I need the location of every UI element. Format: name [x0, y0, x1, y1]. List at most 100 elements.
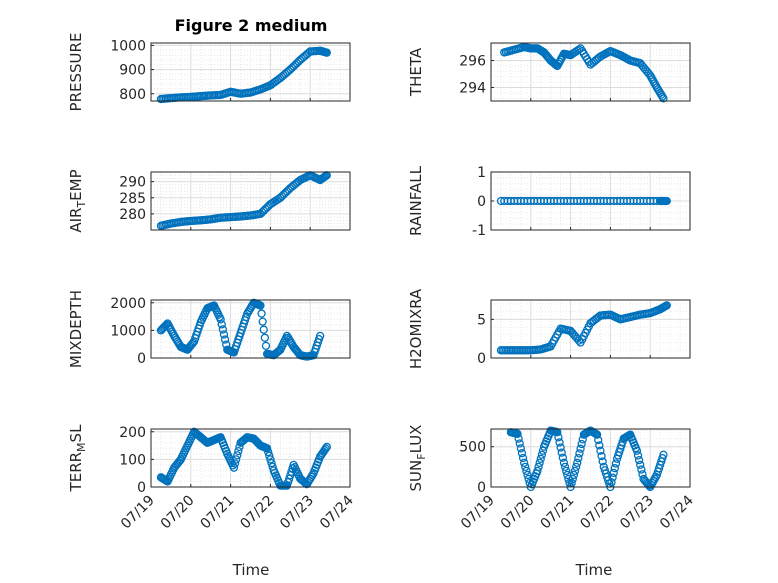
- data-point: [570, 466, 580, 476]
- y-tick-label: 1000: [110, 38, 146, 54]
- data-point: [161, 321, 170, 330]
- data-point: [550, 59, 560, 69]
- data-point: [229, 463, 239, 472]
- data-point: [265, 451, 274, 460]
- x-tick-label: 07/21: [538, 493, 578, 533]
- data-point: [598, 457, 607, 466]
- x-tick-label: 07/21: [198, 493, 238, 533]
- data-point: [516, 444, 525, 453]
- y-axis-label: PRESSURE: [67, 33, 85, 112]
- subplot-sun-flux: 0 500 SUNFLUX 07/19 07/20 07/21 07/22 07/23 07/2…: [407, 425, 697, 533]
- data-point: [632, 446, 642, 455]
- data-point: [577, 439, 586, 449]
- x-axis-label-left: Time: [232, 561, 270, 579]
- subplot-theta: 294 296 THETA: [407, 42, 691, 103]
- data-point: [659, 450, 668, 459]
- data-point: [534, 462, 543, 472]
- data-point: [555, 438, 564, 447]
- figure-title: Figure 2 medium: [175, 16, 328, 35]
- y-tick-label: 280: [119, 207, 146, 223]
- data-point: [234, 446, 243, 456]
- y-tick-label: 290: [119, 175, 146, 191]
- data-point: [513, 429, 522, 438]
- data-point: [315, 331, 325, 341]
- y-tick-label: 800: [119, 87, 146, 103]
- data-point: [322, 442, 331, 452]
- data-point: [559, 458, 569, 467]
- axes-box: [490, 42, 691, 102]
- data-point: [515, 439, 524, 448]
- subplot-pressure: 800 900 1000 PRESSURE: [67, 33, 351, 112]
- data-point: [662, 196, 671, 206]
- data-point: [267, 458, 276, 468]
- x-tick-label: 07/23: [277, 493, 317, 533]
- data-point: [575, 449, 584, 458]
- y-tick-label: 294: [459, 81, 486, 97]
- data-point: [321, 444, 330, 453]
- data-point: [596, 446, 605, 455]
- data-point: [518, 453, 528, 463]
- y-tick-label: 5: [477, 312, 486, 328]
- data-point: [636, 460, 645, 469]
- x-tick-label: 07/22: [237, 493, 277, 533]
- data-point: [595, 441, 604, 450]
- data-point: [217, 320, 226, 329]
- y-axis-label: RAINFALL: [407, 165, 425, 236]
- data-point: [522, 466, 531, 476]
- data-point: [523, 470, 532, 480]
- data-point: [557, 448, 566, 457]
- data-point: [536, 454, 545, 463]
- x-tick-label: 07/20: [498, 493, 538, 533]
- y-axis-label: TERRMSL: [67, 424, 88, 493]
- data-point: [597, 451, 606, 461]
- data-point: [571, 462, 581, 472]
- data-point: [610, 464, 619, 473]
- data-point: [609, 468, 618, 478]
- data-point: [558, 453, 568, 462]
- data-point: [608, 473, 617, 482]
- data-point: [216, 315, 225, 324]
- data-point: [537, 450, 547, 459]
- data-point: [218, 325, 228, 334]
- x-tick-label: 07/20: [158, 493, 198, 533]
- data-point: [568, 474, 577, 484]
- data-point: [264, 447, 273, 457]
- data-point: [578, 435, 587, 444]
- y-axis-label: H2OMIXRA: [407, 288, 425, 369]
- y-axis-label: SUNFLUX: [407, 425, 428, 492]
- axes-box: [150, 171, 351, 231]
- subplot-h2omixra: 0 5 H2OMIXRA: [407, 288, 691, 369]
- data-point: [322, 48, 331, 57]
- x-tick-label: 07/19: [118, 493, 158, 533]
- data-point: [261, 341, 271, 350]
- data-point: [258, 317, 267, 326]
- y-tick-label: 200: [119, 425, 146, 441]
- y-tick-label: 1: [477, 165, 486, 181]
- y-axis-label: AIRTEMP: [67, 169, 88, 232]
- data-point: [662, 301, 671, 310]
- y-tick-label: 0: [477, 480, 486, 496]
- data-point: [556, 443, 565, 452]
- data-point: [576, 444, 585, 453]
- data-point: [320, 172, 329, 181]
- data-point: [521, 462, 530, 472]
- y-tick-label: 0: [477, 351, 486, 367]
- y-tick-label: 2000: [110, 296, 146, 312]
- data-point: [188, 338, 198, 347]
- data-point: [300, 478, 309, 487]
- y-tick-label: 0: [477, 194, 486, 210]
- y-tick-label: 296: [459, 54, 486, 70]
- data-point: [594, 435, 603, 445]
- data-point: [230, 459, 240, 468]
- x-tick-label: 07/19: [458, 493, 498, 533]
- data-point: [231, 455, 241, 464]
- data-point: [535, 458, 544, 467]
- data-point: [260, 333, 270, 342]
- data-point: [256, 301, 265, 310]
- axes-box: [150, 42, 351, 102]
- data-point: [658, 92, 667, 101]
- axes-box: [490, 299, 691, 359]
- y-tick-label: 500: [459, 440, 486, 456]
